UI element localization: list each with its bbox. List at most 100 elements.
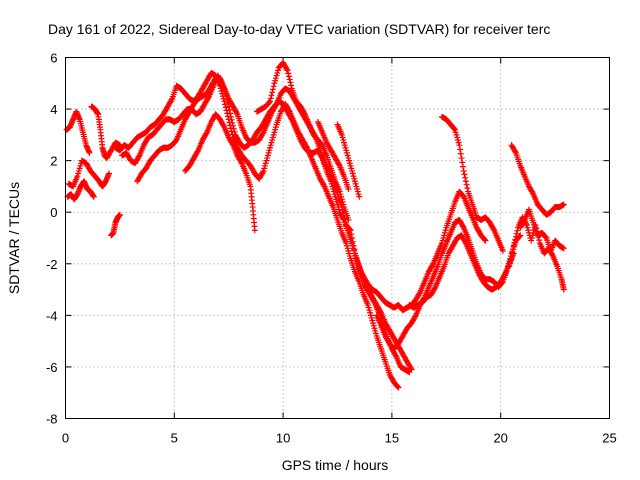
data-point <box>457 146 464 153</box>
data-point <box>287 79 294 86</box>
data-point <box>520 218 527 225</box>
data-point <box>458 155 465 162</box>
data-point <box>285 70 292 77</box>
data-point <box>511 239 518 246</box>
data-point <box>345 186 352 193</box>
x-tick-label: 15 <box>385 431 399 446</box>
y-tick-label: 6 <box>50 51 57 66</box>
data-point <box>220 122 227 129</box>
tick-layer: 0 5 10 15 20 25 -8 -6 -4 -2 0 2 4 6 <box>46 51 617 446</box>
y-axis-label: SDTVAR / TECUs <box>6 182 22 294</box>
data-point <box>194 148 201 155</box>
series-track-i <box>182 111 258 234</box>
data-point <box>394 383 401 390</box>
data-point <box>303 143 310 150</box>
series-track-l <box>334 121 363 200</box>
y-tick-label: 4 <box>50 102 57 117</box>
data-point <box>90 193 97 200</box>
data-point <box>205 94 212 101</box>
data-point <box>529 189 536 196</box>
y-tick-label: -8 <box>46 412 58 427</box>
data-point <box>499 247 506 254</box>
data-point <box>285 107 292 114</box>
y-tick-label: -4 <box>46 308 58 323</box>
data-point <box>266 99 273 106</box>
data-point <box>221 98 228 105</box>
data-point <box>229 140 236 147</box>
data-point <box>259 130 266 137</box>
data-point <box>268 92 275 99</box>
data-point <box>168 97 175 104</box>
data-point <box>560 245 567 252</box>
data-point <box>335 161 342 168</box>
data-point <box>462 238 469 245</box>
data-point <box>226 119 233 126</box>
y-tick-label: 2 <box>50 154 57 169</box>
data-point <box>225 103 232 110</box>
data-point <box>203 130 210 137</box>
data-point <box>460 167 467 174</box>
series-track-q <box>508 142 567 218</box>
data-point <box>407 365 414 372</box>
data-point <box>269 89 276 96</box>
data-point <box>227 125 234 132</box>
data-point <box>116 211 123 218</box>
data-point <box>510 246 517 253</box>
data-point <box>86 149 93 156</box>
series-track-o <box>406 232 517 311</box>
data-point <box>508 253 515 260</box>
data-point <box>223 107 230 114</box>
data-point <box>406 369 413 376</box>
data-point <box>507 256 514 263</box>
data-point <box>431 285 438 292</box>
data-point <box>459 159 466 166</box>
data-point <box>135 153 142 160</box>
data-point <box>560 201 567 208</box>
data-point <box>501 272 508 279</box>
series-track-s <box>517 206 567 254</box>
data-point <box>510 242 517 249</box>
x-tick-label: 25 <box>602 431 616 446</box>
data-point <box>560 286 567 293</box>
data-point <box>225 116 232 123</box>
series-track-p <box>438 113 506 254</box>
data-point <box>106 170 113 177</box>
data-point <box>392 352 399 359</box>
series-track-d <box>88 103 123 162</box>
data-point <box>224 100 231 107</box>
data-point <box>459 223 466 230</box>
data-point <box>490 225 497 232</box>
data-point <box>482 237 489 244</box>
data-point <box>462 178 469 185</box>
data-point <box>340 215 347 222</box>
data-point <box>222 101 229 108</box>
data-point <box>228 128 235 135</box>
data-point <box>238 158 245 165</box>
data-point <box>286 76 293 83</box>
data-point <box>251 227 258 234</box>
data-point <box>509 249 516 256</box>
series-track-n <box>373 216 524 352</box>
series-track-j <box>253 59 352 223</box>
data-point <box>429 262 436 269</box>
data-point <box>301 109 308 116</box>
series-track-h <box>112 69 402 391</box>
data-point <box>227 122 234 129</box>
series-track-b <box>64 178 97 203</box>
data-point <box>233 109 240 116</box>
data-point <box>283 66 290 73</box>
data-point <box>288 82 295 89</box>
data-point <box>536 237 543 244</box>
data-point <box>512 233 519 240</box>
data-point <box>345 216 352 223</box>
data-point <box>506 263 513 270</box>
data-point <box>513 230 520 237</box>
data-point <box>267 95 274 102</box>
data-point <box>512 236 519 243</box>
y-tick-label: -6 <box>46 360 58 375</box>
data-point <box>416 290 423 297</box>
data-point <box>517 232 524 239</box>
series-track-m <box>356 188 489 314</box>
data-point <box>395 384 402 391</box>
data-point <box>412 313 419 320</box>
